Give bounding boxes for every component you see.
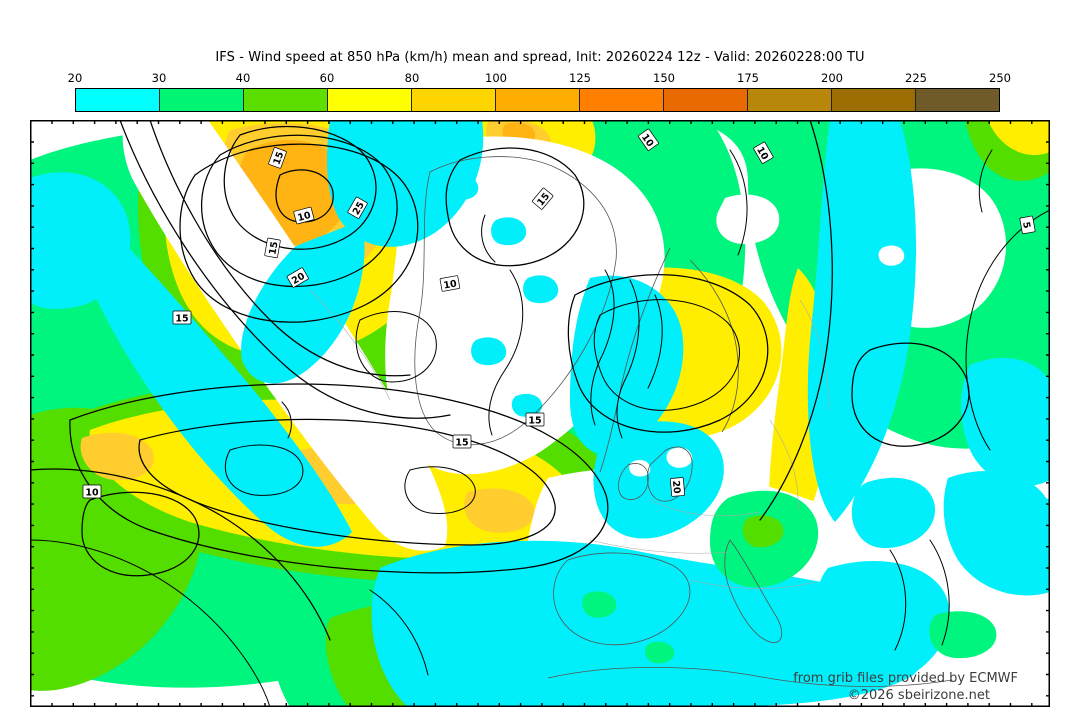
colorbar <box>75 88 1000 112</box>
colorbar-segment <box>915 89 999 111</box>
tick-label: 150 <box>653 71 675 85</box>
attribution-source: from grib files provided by ECMWF <box>793 671 1018 686</box>
contour-label: 5 <box>1020 221 1032 229</box>
colorbar-segment <box>831 89 915 111</box>
tick-label: 30 <box>151 71 167 85</box>
contour-label: 15 <box>528 416 541 427</box>
colorbar-segment <box>411 89 495 111</box>
colorbar-segment <box>663 89 747 111</box>
tick-label: 20 <box>67 71 83 85</box>
chart-title: IFS - Wind speed at 850 hPa (km/h) mean … <box>215 50 865 65</box>
tick-label: 200 <box>821 71 843 85</box>
contour-label: 15 <box>455 438 468 449</box>
tick-label: 125 <box>569 71 591 85</box>
contour-label: 10 <box>296 210 312 224</box>
attribution-copyright: ©2026 sbeirizone.net <box>848 688 990 703</box>
contour-label: 10 <box>85 488 99 499</box>
tick-label: 40 <box>235 71 251 85</box>
tick-label: 250 <box>989 71 1011 85</box>
contour-label: 10 <box>443 278 458 291</box>
contour-label: 15 <box>267 241 280 256</box>
tick-label: 225 <box>905 71 927 85</box>
colorbar-segment <box>579 89 663 111</box>
colorbar-segment <box>327 89 411 111</box>
colorbar-segment <box>76 89 159 111</box>
tick-label: 80 <box>404 71 420 85</box>
colorbar-segment <box>495 89 579 111</box>
tick-label: 175 <box>737 71 759 85</box>
colorbar-segment <box>243 89 327 111</box>
map-canvas: 15 10 15 20 25 15 15 10 10 15 15 20 10 5… <box>30 120 1050 707</box>
tick-label: 60 <box>319 71 335 85</box>
contour-label: 20 <box>670 480 682 495</box>
tick-label: 100 <box>485 71 507 85</box>
map-frame <box>30 120 1050 707</box>
contour-label: 15 <box>272 150 287 166</box>
colorbar-segment <box>747 89 831 111</box>
wind-speed-map: 15 10 15 20 25 15 15 10 10 15 15 20 10 5… <box>30 120 1050 707</box>
colorbar-segment <box>159 89 243 111</box>
contour-label: 15 <box>175 314 188 325</box>
